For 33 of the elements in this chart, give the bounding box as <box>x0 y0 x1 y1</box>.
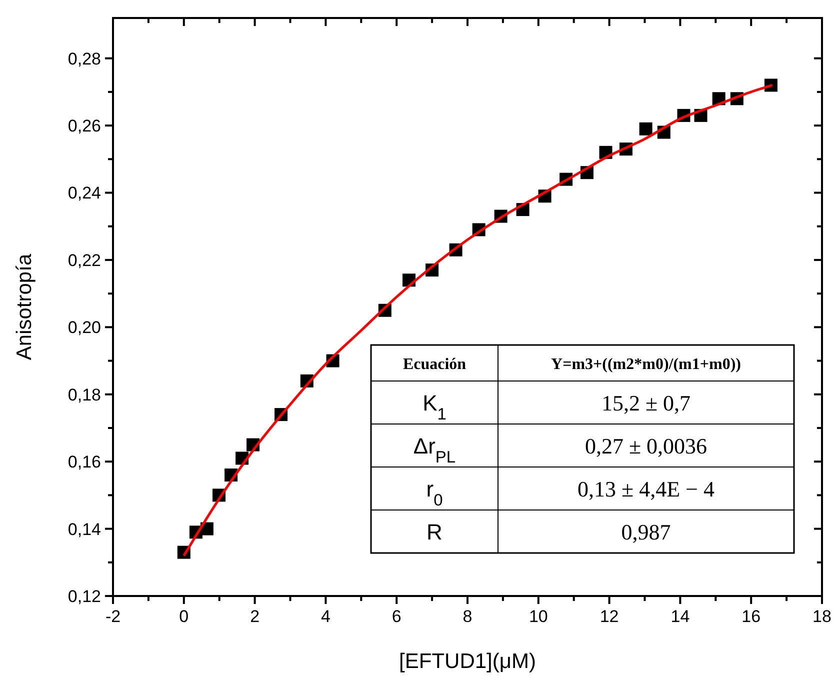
annotation: 0,13 ± 4,4E − 4 <box>578 476 714 502</box>
y-tick-label: 0,18 <box>68 385 101 404</box>
y-tick-label: 0,26 <box>68 116 101 136</box>
x-tick-label: 18 <box>812 607 832 626</box>
annotation: R <box>426 520 442 544</box>
y-axis-title: Anisotropía <box>13 254 36 360</box>
x-axis-title: [EFTUD1](μM) <box>399 650 536 673</box>
x-tick-label: 10 <box>528 607 548 626</box>
y-tick-label: 0,14 <box>68 520 101 539</box>
annotation: K$_{1}$ <box>422 390 446 424</box>
annotation: r$_{0}$ <box>426 476 443 510</box>
annotation: 15,2 ± 0,7 <box>601 390 691 416</box>
x-tick-label: 14 <box>670 607 690 626</box>
annotation: Y=m3+((m2*m0)/(m1+m0)) <box>551 356 741 373</box>
point <box>639 122 652 136</box>
annotation: 0,27 ± 0,0036 <box>584 434 708 458</box>
x-tick-label: 8 <box>462 607 472 626</box>
annotation: Δr$_{PL}$ <box>413 434 456 466</box>
x-tick-label: 4 <box>320 607 330 626</box>
y-tick-label: 0,20 <box>68 318 101 338</box>
y-tick-label: 0,22 <box>68 250 101 270</box>
x-tick-label: -2 <box>105 607 121 626</box>
x-tick-label: 16 <box>742 607 761 626</box>
y-tick-label: 0,12 <box>68 587 101 606</box>
x-tick-label: 2 <box>250 607 260 626</box>
x-tick-label: 6 <box>392 607 402 626</box>
y-tick-label: 0,28 <box>68 49 101 68</box>
x-tick-label: 0 <box>179 607 189 626</box>
annotation: Ecuación <box>402 356 466 373</box>
x-tick-label: 12 <box>600 607 619 626</box>
annotation: 0,987 <box>621 520 671 544</box>
y-tick-label: 0,16 <box>68 452 101 472</box>
y-tick-label: 0,24 <box>68 184 101 203</box>
